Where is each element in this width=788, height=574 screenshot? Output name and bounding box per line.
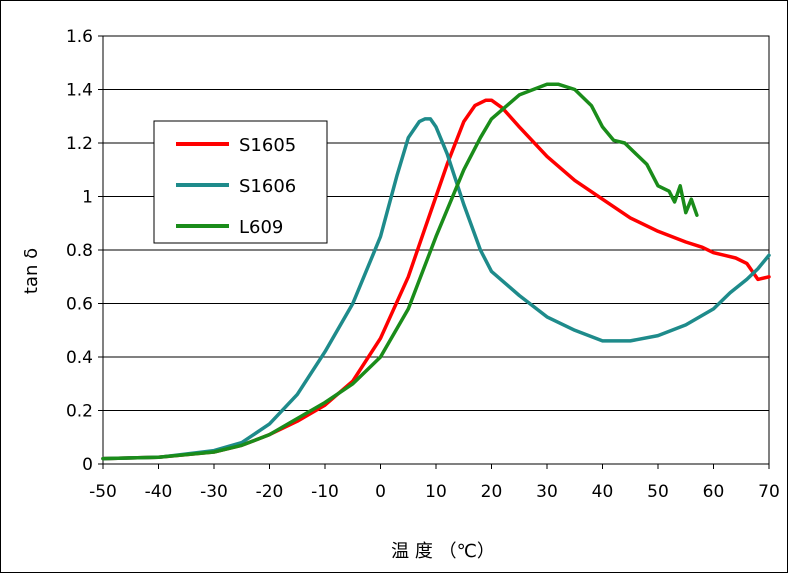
x-tick-label: 60 (703, 482, 725, 502)
y-tick-label: 1.4 (66, 81, 93, 101)
x-tick-label: -40 (145, 482, 173, 502)
x-tick-label: 10 (425, 482, 447, 502)
series-lines (101, 82, 771, 461)
y-tick-label: 0.2 (66, 402, 93, 422)
x-tick-label: 50 (647, 482, 669, 502)
x-tick-label: -10 (311, 482, 339, 502)
x-axis-ticks: -50 -40 -30 -20 -10 0 10 20 30 40 50 60 70 (89, 464, 780, 502)
y-tick-label: 1.6 (66, 27, 93, 47)
y-tick-label: 0.6 (66, 295, 93, 315)
x-tick-label: 40 (592, 482, 614, 502)
legend-box (153, 120, 328, 244)
x-tick-label: -20 (256, 482, 284, 502)
legend-label-s1605: S1605 (239, 135, 296, 156)
legend-label-l609: L609 (239, 217, 283, 238)
legend: S1605 S1606 L609 (153, 120, 328, 244)
y-tick-label: 0.8 (66, 241, 93, 261)
x-axis-title: 温 度 （℃） (391, 541, 495, 562)
y-tick-label: 1 (82, 188, 93, 208)
gridlines (103, 89, 769, 411)
x-tick-label: -30 (200, 482, 228, 502)
x-tick-label: 70 (758, 482, 780, 502)
legend-label-s1606: S1606 (239, 176, 296, 197)
y-tick-label: 0.4 (66, 348, 93, 368)
series-line-s1605 (101, 98, 771, 461)
y-tick-label: 0 (82, 455, 93, 475)
y-axis-ticks: 0 0.2 0.4 0.6 0.8 1 1.2 1.4 1.6 (66, 27, 103, 475)
x-tick-label: 0 (375, 482, 386, 502)
series-line-l609 (101, 82, 699, 461)
x-tick-label: -50 (89, 482, 117, 502)
x-tick-label: 30 (536, 482, 558, 502)
series-line-s1606 (101, 117, 771, 461)
y-axis-title: tan δ (21, 248, 42, 294)
y-tick-label: 1.2 (66, 134, 93, 154)
x-tick-label: 20 (481, 482, 503, 502)
